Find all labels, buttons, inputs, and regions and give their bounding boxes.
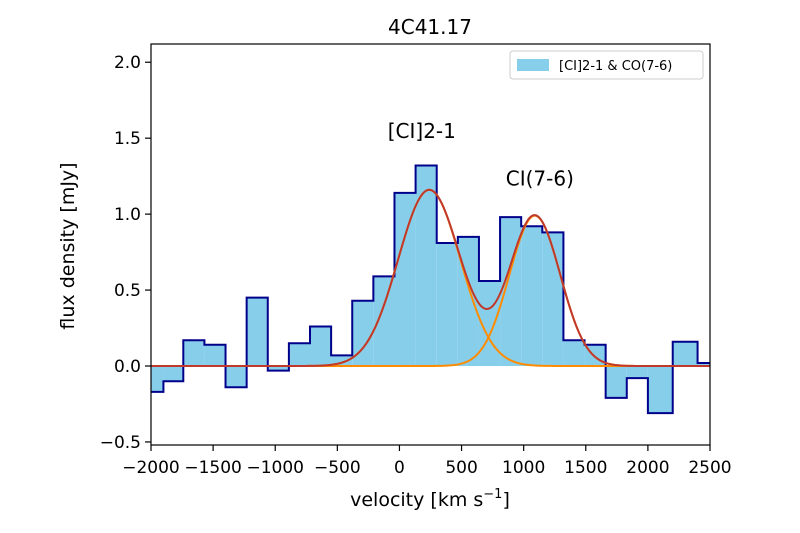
flux-bin-4 [225,366,247,388]
x-tick-label-8: 2000 [626,458,669,478]
x-tick-label-4: 0 [394,458,405,478]
flux-bin-24 [647,366,673,414]
plot-inner [151,164,710,415]
flux-bin-12 [394,192,416,367]
y-axis-label: flux density [mJy] [57,162,79,329]
y-tick-label-0: −0.5 [100,433,141,453]
plot-area [150,43,711,446]
flux-bin-6 [267,366,289,371]
axes-frame [150,43,711,446]
x-axis-label-end: ] [502,489,509,511]
flux-bin-2 [183,340,205,367]
flux-bin-18 [521,226,543,367]
x-tick-label-3: −500 [314,458,361,478]
flux-bin-8 [310,326,332,367]
y-tick-label-1: 0.0 [114,357,141,377]
flux-bin-19 [542,232,564,367]
x-tick-label-9: 2500 [688,458,731,478]
x-tick-label-0: −2000 [122,458,180,478]
flux-bin-20 [563,340,585,367]
flux-bin-3 [204,344,226,367]
flux-bin-7 [288,343,311,367]
x-tick-label-2: −1000 [246,458,304,478]
annotation-1: CI(7-6) [506,166,574,190]
x-tick-label-1: −1500 [184,458,242,478]
x-tick-label-6: 1000 [502,458,545,478]
gaussian-total-fit [151,188,710,368]
chart-title: 4C41.17 [388,15,472,39]
flux-step-line [151,164,710,415]
legend-swatch [517,59,549,71]
flux-bin-25 [672,341,698,367]
flux-bin-14 [436,242,458,367]
flux-bin-1 [163,366,184,382]
flux-bin-11 [373,276,395,367]
flux-bin-9 [331,355,353,367]
axes-ticks: −2000 −1500 −1000 −500 0 500 1000 1500 2000 2500 −… [100,53,732,478]
annotations: [CI]2-1 CI(7-6) [388,119,574,190]
flux-bin-0 [151,366,164,392]
x-axis-label: velocity [km s−1] [350,487,510,511]
y-tick-label-3: 1.0 [114,205,141,225]
legend: [CI]2-1 & CO(7-6) [509,50,704,80]
x-tick-label-7: 1500 [564,458,607,478]
y-tick-label-2: 0.5 [114,281,141,301]
flux-bin-5 [246,297,268,367]
legend-label: [CI]2-1 & CO(7-6) [559,59,672,74]
x-axis-label-text: velocity [km s [350,489,483,511]
flux-bin-26 [697,362,710,367]
y-tick-label-5: 2.0 [114,53,141,73]
annotation-0: [CI]2-1 [388,119,456,143]
flux-bin-23 [626,366,648,379]
flux-bin-10 [352,300,374,367]
x-axis-label-superscript: −1 [483,487,502,502]
flux-bin-13 [415,165,437,367]
legend-frame [509,50,704,80]
flux-bin-22 [605,366,627,398]
y-tick-label-4: 1.5 [114,129,141,149]
x-tick-label-5: 500 [445,458,477,478]
